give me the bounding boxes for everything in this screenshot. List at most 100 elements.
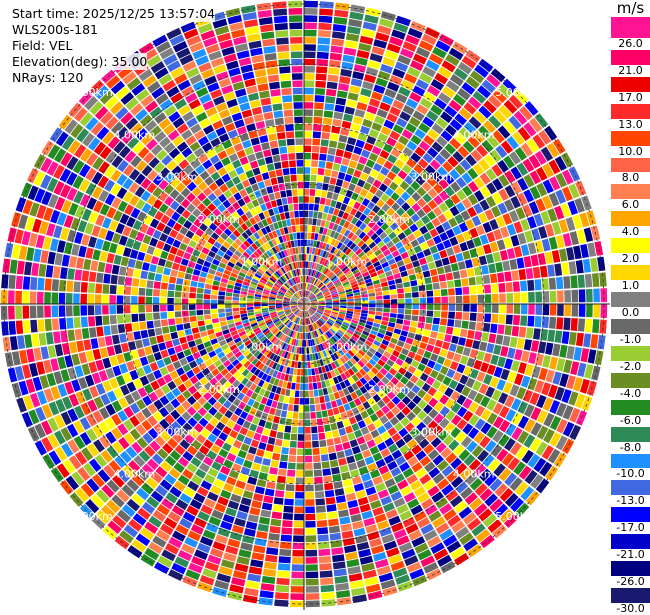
- ppi-gate: [439, 250, 447, 259]
- ppi-gate: [527, 316, 534, 327]
- ppi-gate: [19, 350, 28, 364]
- ppi-gate: [255, 174, 263, 182]
- ppi-gate: [351, 176, 359, 184]
- ppi-gate: [219, 287, 226, 292]
- ppi-gate: [263, 569, 276, 577]
- ppi-gate: [334, 10, 348, 18]
- ppi-gate: [339, 135, 348, 143]
- ppi-gate: [306, 254, 309, 261]
- ppi-gate: [151, 256, 159, 265]
- ppi-gate: [486, 343, 494, 353]
- ppi-gate: [304, 37, 316, 44]
- ppi-gate: [69, 342, 77, 354]
- ppi-gate: [308, 369, 312, 376]
- ppi-gate: [48, 345, 57, 358]
- ppi-gate: [499, 293, 506, 302]
- ppi-gate: [245, 147, 254, 156]
- ppi-gate: [477, 313, 484, 322]
- ppi-gate: [299, 347, 302, 354]
- ppi-gate: [255, 538, 267, 546]
- ppi-gate: [334, 569, 347, 577]
- ppi-gate: [44, 292, 51, 304]
- ppi-gate: [274, 162, 282, 170]
- ppi-gate: [514, 246, 523, 257]
- ppi-gate: [190, 287, 197, 293]
- ppi-gate: [163, 333, 171, 341]
- ppi-gate: [426, 290, 433, 296]
- ppi-gate: [321, 585, 335, 592]
- ppi-gate: [98, 337, 106, 348]
- ppi-gate: [362, 297, 369, 300]
- ppi-gate: [8, 306, 15, 320]
- ppi-gate: [354, 307, 361, 310]
- ppi-gate: [281, 81, 292, 88]
- ppi-gate: [262, 458, 271, 466]
- ppi-gate: [572, 304, 579, 317]
- ppi-gate: [291, 572, 304, 579]
- ppi-gate: [395, 324, 402, 330]
- ppi-gate: [442, 257, 450, 265]
- ppi-gate: [95, 283, 102, 293]
- ppi-gate: [290, 390, 295, 397]
- ppi-gate: [250, 48, 263, 57]
- ppi-gate: [109, 295, 116, 304]
- ppi-gate: [291, 182, 297, 189]
- ppi-gate: [119, 266, 127, 276]
- ppi-gate: [311, 426, 317, 433]
- ppi-gate: [245, 483, 255, 492]
- ppi-gate: [506, 282, 513, 292]
- ppi-gate: [265, 156, 273, 164]
- ppi-gate: [304, 131, 312, 138]
- ppi-gate: [310, 398, 315, 405]
- ppi-gate: [453, 328, 461, 336]
- ppi-gate: [212, 318, 219, 323]
- ppi-gate: [599, 320, 606, 334]
- ppi-gate: [74, 317, 81, 328]
- ppi-gate: [325, 490, 335, 498]
- ppi-gate: [218, 296, 225, 300]
- ppi-gate: [352, 71, 364, 80]
- ppi-gate: [114, 255, 122, 265]
- ppi-gate: [355, 301, 362, 304]
- ppi-gate: [347, 306, 354, 309]
- ppi-gate: [233, 311, 240, 315]
- ppi-gate: [318, 30, 331, 37]
- ppi-gate: [323, 388, 329, 395]
- ppi-gate: [346, 33, 359, 42]
- ppi-gate: [317, 45, 329, 52]
- ppi-gate: [176, 249, 184, 257]
- ppi-gate: [304, 376, 308, 383]
- ppi-gate: [97, 262, 105, 272]
- ppi-gate: [388, 322, 395, 328]
- ppi-gate: [335, 105, 345, 113]
- ppi-gate: [412, 304, 419, 309]
- ppi-gate: [73, 305, 80, 316]
- ppi-gate: [109, 305, 116, 314]
- ppi-gate: [573, 347, 582, 361]
- ppi-gate: [282, 95, 292, 102]
- ppi-gate: [479, 256, 487, 266]
- ppi-gate: [342, 531, 354, 539]
- ppi-gate: [250, 100, 261, 109]
- ppi-gate: [248, 41, 261, 50]
- ppi-gate: [513, 281, 520, 291]
- ppi-gate: [268, 193, 275, 201]
- ppi-gate: [481, 332, 489, 342]
- ppi-gate: [343, 538, 355, 546]
- ppi-gate: [146, 297, 153, 304]
- ppi-gate: [518, 269, 526, 280]
- ppi-gate: [304, 218, 308, 225]
- ppi-gate: [590, 258, 598, 272]
- ppi-gate: [264, 179, 271, 187]
- ppi-gate: [191, 322, 198, 328]
- ppi-gate: [131, 287, 138, 295]
- ppi-gate: [293, 368, 297, 375]
- ppi-gate: [266, 547, 278, 555]
- ppi-gate: [262, 172, 270, 180]
- ppi-gate: [291, 383, 296, 390]
- ppi-gate: [320, 447, 328, 454]
- ppi-gate: [305, 528, 316, 535]
- ppi-gate: [278, 52, 290, 59]
- ppi-gate: [343, 419, 351, 427]
- ppi-gate: [324, 169, 331, 176]
